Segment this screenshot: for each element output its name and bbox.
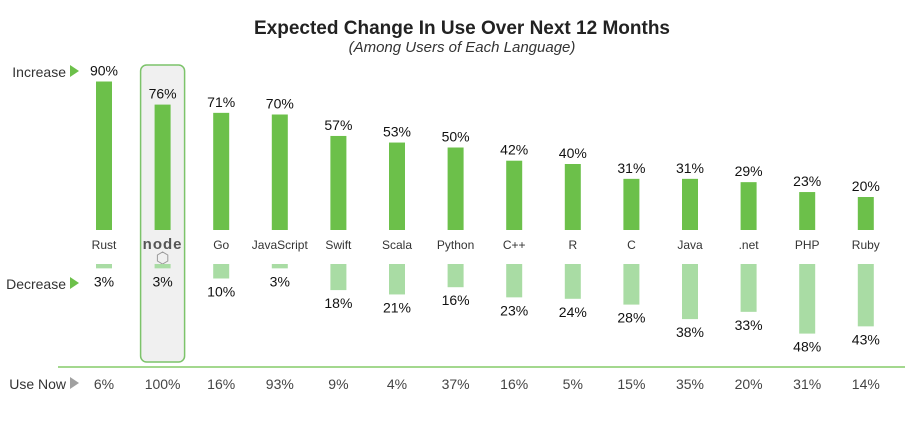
decrease-bar: [623, 264, 640, 305]
increase-bar: [330, 135, 347, 230]
use-now-value: 5%: [563, 376, 583, 392]
category-label: R: [568, 238, 577, 252]
increase-bar: [447, 147, 464, 230]
category-label: C: [627, 238, 636, 252]
decrease-value-label: 18%: [324, 295, 352, 311]
increase-value-label: 20%: [852, 178, 880, 194]
chart-subtitle: (Among Users of Each Language): [349, 39, 576, 56]
increase-value-label: 29%: [735, 163, 763, 179]
decrease-value-label: 23%: [500, 302, 528, 318]
decrease-bar: [740, 264, 757, 312]
category-label: Swift: [325, 238, 352, 252]
decrease-bar: [447, 264, 464, 288]
increase-value-label: 31%: [676, 160, 704, 176]
increase-bar: [857, 197, 874, 230]
category-label: Ruby: [852, 238, 880, 252]
decrease-value-label: 43%: [852, 331, 880, 347]
row-label-decrease: Decrease: [6, 276, 66, 292]
category-label: Scala: [382, 238, 412, 252]
increase-value-label: 42%: [500, 142, 528, 158]
use-now-value: 4%: [387, 376, 407, 392]
use-now-value: 9%: [328, 376, 348, 392]
decrease-bar: [799, 264, 816, 334]
increase-bar: [96, 81, 112, 230]
use-now-arrow-icon: [70, 377, 79, 389]
increase-bar: [271, 114, 288, 230]
increase-value-label: 31%: [617, 160, 645, 176]
decrease-bar: [271, 264, 288, 269]
use-now-value: 93%: [266, 376, 294, 392]
decrease-bar: [389, 264, 405, 295]
increase-value-label: 57%: [324, 117, 352, 133]
increase-bar: [389, 142, 405, 230]
decrease-value-label: 3%: [94, 273, 114, 289]
decrease-value-label: 21%: [383, 299, 411, 315]
increase-value-label: 70%: [266, 96, 294, 112]
increase-value-label: 40%: [559, 145, 587, 161]
use-now-value: 16%: [500, 376, 528, 392]
increase-value-label: 76%: [149, 86, 177, 102]
increase-bar: [740, 182, 757, 230]
use-now-value: 31%: [793, 376, 821, 392]
category-label: PHP: [795, 238, 820, 252]
use-now-value: 16%: [207, 376, 235, 392]
increase-value-label: 90%: [90, 63, 118, 79]
decrease-value-label: 48%: [793, 339, 821, 355]
decrease-bar: [213, 264, 230, 279]
row-label-use-now: Use Now: [9, 376, 67, 392]
category-label: Go: [213, 238, 229, 252]
use-now-value: 20%: [735, 376, 763, 392]
decrease-value-label: 28%: [617, 310, 645, 326]
increase-value-label: 23%: [793, 173, 821, 189]
category-label: Python: [437, 238, 474, 252]
increase-bar: [682, 178, 698, 230]
decrease-bar: [506, 264, 523, 298]
category-label: JavaScript: [252, 238, 309, 252]
use-now-value: 37%: [442, 376, 470, 392]
category-label: C++: [503, 238, 526, 252]
increase-bar: [623, 178, 640, 230]
decrease-bar: [682, 264, 698, 320]
decrease-bar: [857, 264, 874, 327]
increase-bar: [564, 164, 581, 230]
svg-text:node: node: [143, 236, 183, 253]
category-label: .net: [739, 238, 760, 252]
decrease-bar: [330, 264, 347, 291]
decrease-value-label: 24%: [559, 304, 587, 320]
decrease-value-label: 16%: [442, 292, 470, 308]
decrease-arrow-icon: [70, 277, 79, 289]
decrease-bar: [564, 264, 581, 299]
increase-bar: [799, 192, 816, 230]
use-now-value: 14%: [852, 376, 880, 392]
increase-arrow-icon: [70, 65, 79, 77]
decrease-bar: [154, 264, 171, 269]
row-label-increase: Increase: [12, 64, 66, 80]
increase-value-label: 53%: [383, 124, 411, 140]
increase-value-label: 71%: [207, 94, 235, 110]
increase-value-label: 50%: [442, 129, 470, 145]
decrease-value-label: 33%: [735, 317, 763, 333]
increase-bar: [213, 112, 230, 230]
decrease-bar: [96, 264, 112, 269]
increase-bar: [506, 160, 523, 230]
decrease-value-label: 3%: [270, 273, 290, 289]
use-now-value: 35%: [676, 376, 704, 392]
category-label: Java: [677, 238, 703, 252]
decrease-value-label: 10%: [207, 284, 235, 300]
chart-marks: 90% Rust 3% 6% 76% node 3% 100% 71% Go 10% 16% 70% Ja…: [90, 63, 880, 393]
use-now-value: 100%: [145, 376, 181, 392]
category-label: Rust: [92, 238, 117, 252]
use-now-value: 15%: [617, 376, 645, 392]
increase-bar: [154, 104, 171, 230]
decrease-value-label: 3%: [152, 273, 172, 289]
use-now-value: 6%: [94, 376, 114, 392]
decrease-value-label: 38%: [676, 324, 704, 340]
chart-title: Expected Change In Use Over Next 12 Mont…: [254, 18, 670, 39]
